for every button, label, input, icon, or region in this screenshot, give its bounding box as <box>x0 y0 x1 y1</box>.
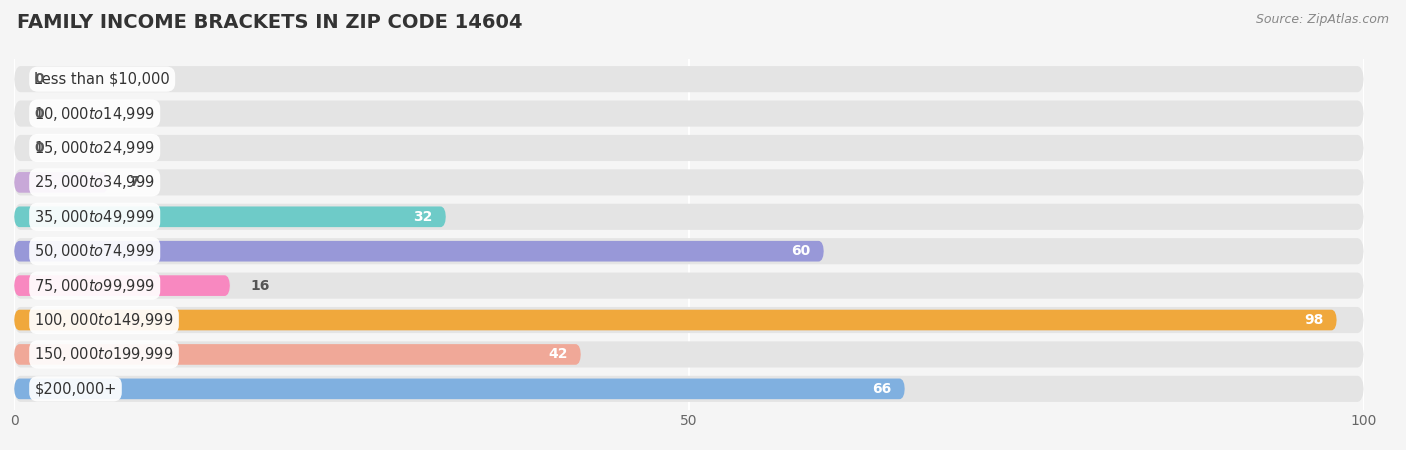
FancyBboxPatch shape <box>14 169 1364 195</box>
FancyBboxPatch shape <box>14 342 1364 368</box>
Text: 0: 0 <box>34 107 44 121</box>
FancyBboxPatch shape <box>14 378 905 399</box>
Text: 98: 98 <box>1303 313 1323 327</box>
Text: 60: 60 <box>792 244 810 258</box>
Text: $10,000 to $14,999: $10,000 to $14,999 <box>34 104 155 122</box>
FancyBboxPatch shape <box>14 344 581 365</box>
FancyBboxPatch shape <box>14 100 1364 126</box>
FancyBboxPatch shape <box>14 172 108 193</box>
FancyBboxPatch shape <box>14 307 1364 333</box>
Text: 66: 66 <box>872 382 891 396</box>
Text: $75,000 to $99,999: $75,000 to $99,999 <box>34 277 155 295</box>
Text: 7: 7 <box>129 176 138 189</box>
FancyBboxPatch shape <box>14 310 1337 330</box>
FancyBboxPatch shape <box>14 275 231 296</box>
Text: Source: ZipAtlas.com: Source: ZipAtlas.com <box>1256 14 1389 27</box>
Text: 42: 42 <box>548 347 568 361</box>
Text: $15,000 to $24,999: $15,000 to $24,999 <box>34 139 155 157</box>
FancyBboxPatch shape <box>14 66 1364 92</box>
Text: $100,000 to $149,999: $100,000 to $149,999 <box>34 311 174 329</box>
FancyBboxPatch shape <box>14 135 1364 161</box>
FancyBboxPatch shape <box>14 376 1364 402</box>
FancyBboxPatch shape <box>14 241 824 261</box>
Text: 0: 0 <box>34 72 44 86</box>
FancyBboxPatch shape <box>14 207 446 227</box>
FancyBboxPatch shape <box>14 273 1364 299</box>
Text: 0: 0 <box>34 141 44 155</box>
Text: $150,000 to $199,999: $150,000 to $199,999 <box>34 346 174 364</box>
Text: 32: 32 <box>413 210 433 224</box>
FancyBboxPatch shape <box>14 204 1364 230</box>
Text: Less than $10,000: Less than $10,000 <box>34 72 170 87</box>
Text: $35,000 to $49,999: $35,000 to $49,999 <box>34 208 155 226</box>
Text: $25,000 to $34,999: $25,000 to $34,999 <box>34 173 155 191</box>
Text: $50,000 to $74,999: $50,000 to $74,999 <box>34 242 155 260</box>
FancyBboxPatch shape <box>14 238 1364 264</box>
Text: FAMILY INCOME BRACKETS IN ZIP CODE 14604: FAMILY INCOME BRACKETS IN ZIP CODE 14604 <box>17 14 523 32</box>
Text: $200,000+: $200,000+ <box>34 381 117 396</box>
Text: 16: 16 <box>250 279 270 292</box>
